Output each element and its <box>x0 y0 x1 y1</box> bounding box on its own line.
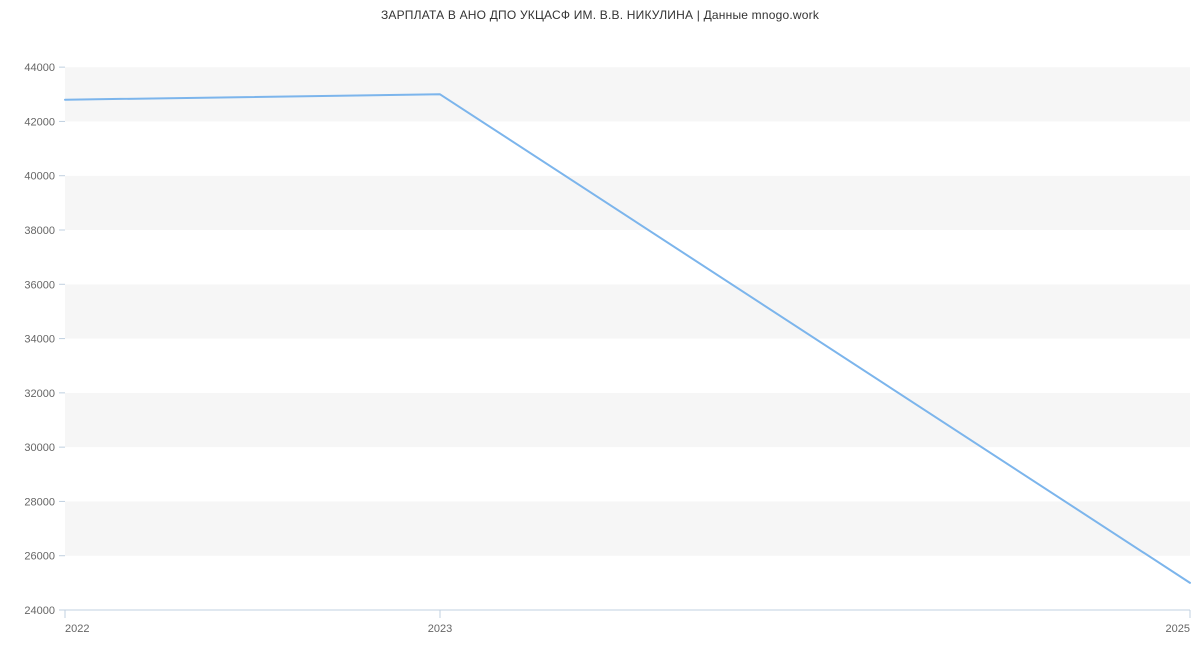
svg-text:36000: 36000 <box>24 279 55 291</box>
svg-text:44000: 44000 <box>24 62 55 74</box>
svg-text:34000: 34000 <box>24 334 55 346</box>
chart-svg: 24000 26000 28000 30000 32000 34000 36000 38000… <box>0 0 1200 650</box>
salary-line-chart: ЗАРПЛАТА В АНО ДПО УКЦАСФ ИМ. В.В. НИКУЛ… <box>0 0 1200 650</box>
svg-text:2025: 2025 <box>1166 623 1190 635</box>
svg-text:28000: 28000 <box>24 496 55 508</box>
svg-text:30000: 30000 <box>24 442 55 454</box>
svg-text:42000: 42000 <box>24 116 55 128</box>
svg-text:2022: 2022 <box>65 623 89 635</box>
svg-text:32000: 32000 <box>24 388 55 400</box>
svg-text:38000: 38000 <box>24 225 55 237</box>
svg-text:2023: 2023 <box>428 623 452 635</box>
svg-text:40000: 40000 <box>24 171 55 183</box>
svg-text:24000: 24000 <box>24 605 55 617</box>
chart-title: ЗАРПЛАТА В АНО ДПО УКЦАСФ ИМ. В.В. НИКУЛ… <box>0 8 1200 22</box>
svg-text:26000: 26000 <box>24 551 55 563</box>
